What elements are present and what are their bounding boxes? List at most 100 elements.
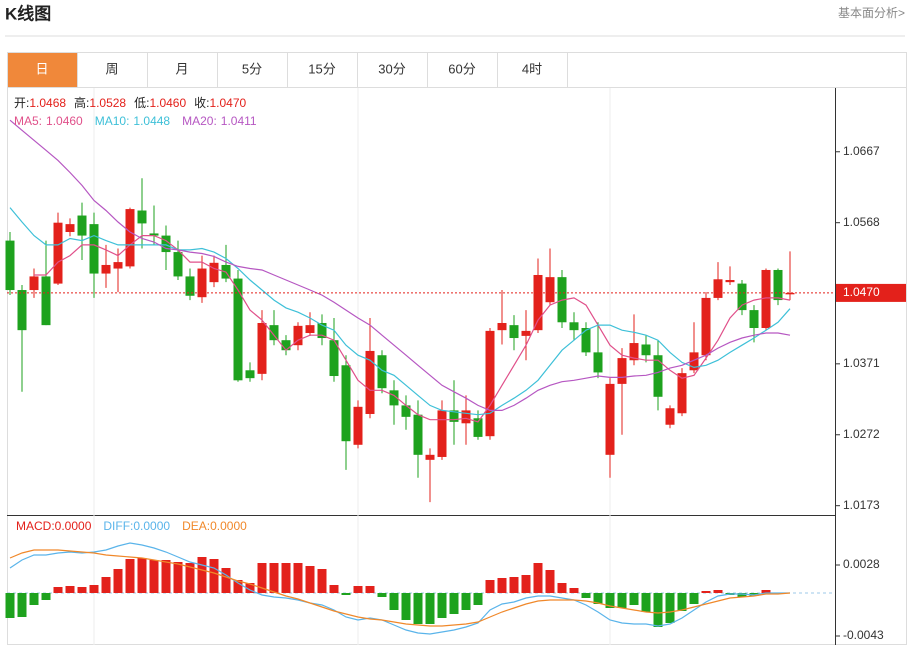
macd-bar	[305, 566, 315, 593]
macd-bar	[269, 563, 279, 593]
candle-body	[245, 370, 255, 379]
tab-label[interactable]: 周	[105, 61, 118, 76]
candle-body	[101, 264, 111, 274]
macd-bar	[401, 593, 411, 620]
macd-bar	[593, 593, 603, 604]
macd-bar	[341, 593, 351, 595]
tab[interactable]	[497, 52, 568, 88]
candle-body	[365, 350, 375, 414]
legend-value: 1.0411	[221, 114, 257, 128]
tab-label[interactable]: 4时	[522, 61, 542, 76]
ma-line	[34, 235, 791, 423]
tab-label[interactable]: 60分	[448, 61, 475, 76]
macd-bar	[521, 575, 531, 593]
candle-body	[737, 283, 747, 311]
candle-body	[725, 280, 735, 283]
candle-body	[293, 325, 303, 346]
tab-label[interactable]: 5分	[242, 61, 262, 76]
candle-body	[785, 292, 795, 295]
macd-bar	[473, 593, 483, 605]
legend-name: MA20:	[182, 114, 217, 128]
legend-name: MA5:	[14, 114, 42, 128]
macd-bar	[5, 593, 15, 618]
macd-line	[9, 549, 791, 627]
candle-body	[233, 278, 243, 381]
tab-label[interactable]: 日	[35, 61, 48, 76]
candle-body	[401, 405, 411, 417]
macd-bar	[221, 568, 231, 593]
readout-name: 低:	[134, 96, 149, 110]
macd-bar	[665, 593, 675, 623]
chart-frame	[7, 52, 907, 645]
macd-bar	[617, 593, 627, 608]
tab-label[interactable]: 月	[175, 61, 188, 76]
macd-bar	[125, 559, 135, 593]
macd-bar	[281, 563, 291, 593]
macd-bar	[101, 577, 111, 593]
candle-body	[197, 268, 207, 298]
ma-line	[9, 207, 791, 416]
candle-body	[113, 262, 123, 269]
candle-body	[521, 330, 531, 336]
macd-bar	[161, 560, 171, 593]
macd-bar	[545, 570, 555, 593]
y-tick-label: 1.0173	[843, 498, 880, 512]
price-tag	[836, 283, 906, 302]
candle-body	[605, 383, 615, 455]
macd-bar	[605, 593, 615, 608]
macd-bar	[461, 593, 471, 610]
macd-bar	[113, 569, 123, 593]
macd-bar	[89, 585, 99, 593]
macd-line	[9, 542, 790, 635]
candle-body	[281, 340, 291, 351]
analysis-link[interactable]: 基本面分析>	[838, 6, 905, 20]
candle-body	[377, 355, 387, 389]
readout-value: 1.0460	[149, 96, 186, 110]
candle-body	[17, 290, 27, 331]
readout-value: 1.0528	[89, 96, 126, 110]
candle-body	[305, 325, 315, 334]
tab[interactable]	[77, 52, 148, 88]
readout: 开:1.0468 高:1.0528 低:1.0460 收:1.0470	[14, 95, 247, 110]
candle-body	[89, 224, 99, 274]
macd-bar	[425, 593, 435, 624]
macd-bar	[317, 569, 327, 593]
macd-bar	[185, 563, 195, 593]
tab[interactable]	[7, 52, 78, 88]
candle-body	[41, 276, 51, 326]
legend-name: MA10:	[95, 114, 130, 128]
tab[interactable]	[147, 52, 218, 88]
macd-bar	[713, 590, 723, 593]
tab-label[interactable]: 15分	[308, 61, 335, 76]
candle-body	[677, 373, 687, 414]
readout-name: 高:	[74, 95, 89, 110]
legend-value: 0.0000	[210, 519, 247, 533]
macd-bar	[377, 593, 387, 597]
tab[interactable]	[357, 52, 428, 88]
macd-bar	[485, 580, 495, 593]
y-tick-label: 0.0028	[843, 557, 880, 571]
candle-body	[77, 215, 87, 236]
price-tag-label: 1.0470	[843, 285, 880, 299]
tab-label[interactable]: 30分	[378, 61, 405, 76]
ma-legend: MA5: 1.0460 MA10: 1.0448 MA20: 1.0411	[14, 114, 257, 128]
macd-bar	[53, 587, 63, 593]
macd-bar	[149, 560, 159, 593]
macd-bar	[365, 586, 375, 593]
macd-bar	[173, 562, 183, 593]
macd-bar	[329, 585, 339, 593]
candle-body	[317, 322, 327, 339]
candle-body	[749, 310, 759, 329]
readout-name: 开:	[14, 96, 29, 110]
tab[interactable]	[217, 52, 288, 88]
candle-body	[473, 418, 483, 437]
candle-body	[581, 328, 591, 353]
macd-bar	[509, 577, 519, 593]
candle-body	[185, 276, 195, 296]
candle-body	[497, 322, 507, 331]
macd-bar	[449, 593, 459, 614]
candle-body	[641, 344, 651, 356]
macd-bar	[257, 563, 267, 593]
candle-body	[53, 222, 63, 284]
candle-body	[449, 410, 459, 422]
